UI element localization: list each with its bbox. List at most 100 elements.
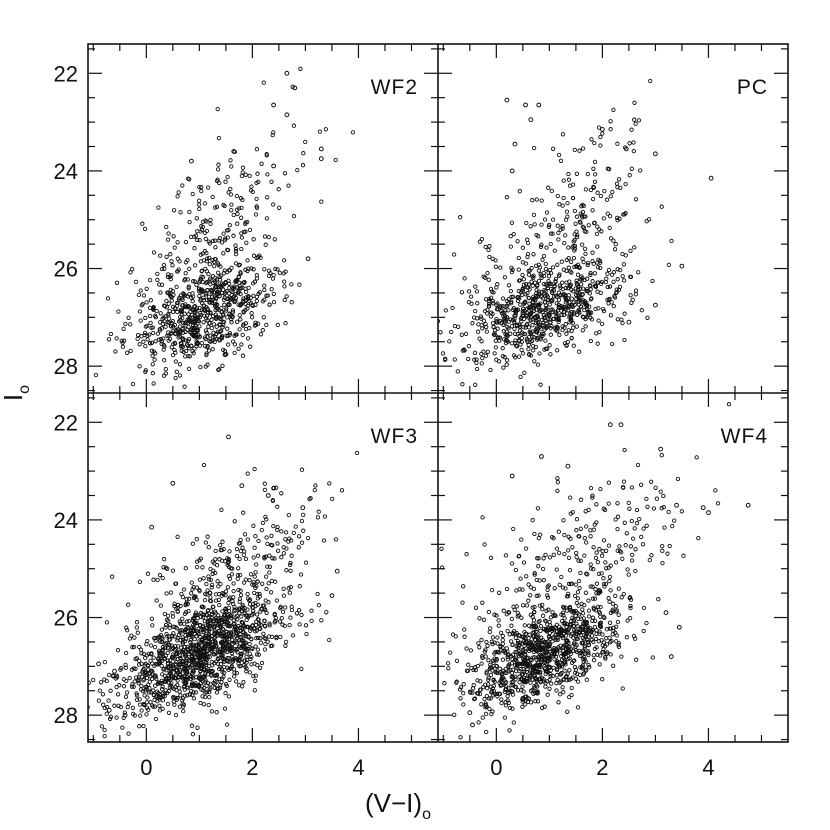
data-point [208,282,213,287]
data-point [237,556,242,562]
data-point [552,651,557,656]
data-point [222,638,228,643]
x-tick-label: 0 [140,755,152,780]
data-point [288,568,293,573]
data-point [562,240,567,246]
data-point [238,572,243,578]
data-point [151,704,156,709]
data-point [632,636,638,641]
data-point [544,608,549,613]
data-point [604,197,610,202]
data-point [486,304,492,309]
data-point [497,691,503,697]
data-point [220,591,225,596]
data-point [550,610,555,615]
data-point [333,537,339,542]
data-point [175,644,181,649]
data-point [229,202,234,207]
data-point [162,611,168,617]
data-point [504,646,509,651]
data-point [240,353,246,358]
data-point [188,637,193,643]
data-point [557,272,562,277]
data-point [599,553,605,558]
data-point [504,332,509,338]
data-point [569,660,575,665]
data-point [608,313,614,318]
data-point [208,620,213,625]
data-point [235,635,240,641]
data-point [262,234,268,239]
data-point [198,229,203,234]
data-point [623,181,628,187]
data-point [190,323,196,328]
data-point [206,545,211,550]
data-point [502,689,508,695]
data-point [555,677,560,682]
data-point [187,691,192,697]
data-point [607,284,613,289]
data-point [561,652,566,657]
data-point [204,690,209,695]
data-point [529,331,534,336]
data-point [252,688,257,693]
data-point [229,314,235,320]
data-point [550,265,556,270]
data-point [515,663,520,668]
data-point [202,313,207,318]
data-point [104,620,110,625]
data-point [192,304,197,309]
data-point [253,644,258,649]
data-point [180,658,186,664]
data-point [102,705,107,711]
data-point [621,262,627,267]
data-point [509,670,515,676]
data-point [523,102,528,108]
data-point [567,279,572,284]
data-point [562,551,567,557]
data-point [203,657,208,662]
data-point [291,530,296,536]
data-point [563,297,569,302]
data-point [520,704,525,709]
data-point [104,678,109,684]
data-point [544,325,549,330]
data-point [713,488,718,493]
data-point [241,510,246,515]
data-point [589,633,595,638]
data-point [304,631,309,637]
data-point [549,324,554,329]
data-point [628,293,633,298]
data-point [289,607,295,613]
data-point [696,535,701,541]
data-point [560,132,566,137]
data-point [156,205,161,210]
data-point [262,618,267,624]
data-point [494,664,499,669]
data-point [248,344,253,349]
data-point [152,663,157,668]
data-point [570,510,575,515]
data-point [509,341,515,346]
data-point [543,653,548,658]
data-point [218,283,223,288]
data-point [190,541,196,546]
data-point [108,714,114,719]
data-point [160,321,166,326]
data-point [534,634,540,639]
data-point [497,666,502,671]
data-point [486,247,491,253]
data-point [200,623,206,628]
data-point [233,249,239,254]
data-point [251,673,256,679]
data-point [608,563,613,568]
data-point [505,657,510,662]
data-point [607,579,612,584]
data-point [258,622,263,627]
data-point [265,195,270,200]
data-point [598,486,603,492]
data-point [108,688,113,693]
data-point [205,256,210,261]
data-point [264,322,269,328]
data-point [203,680,208,685]
